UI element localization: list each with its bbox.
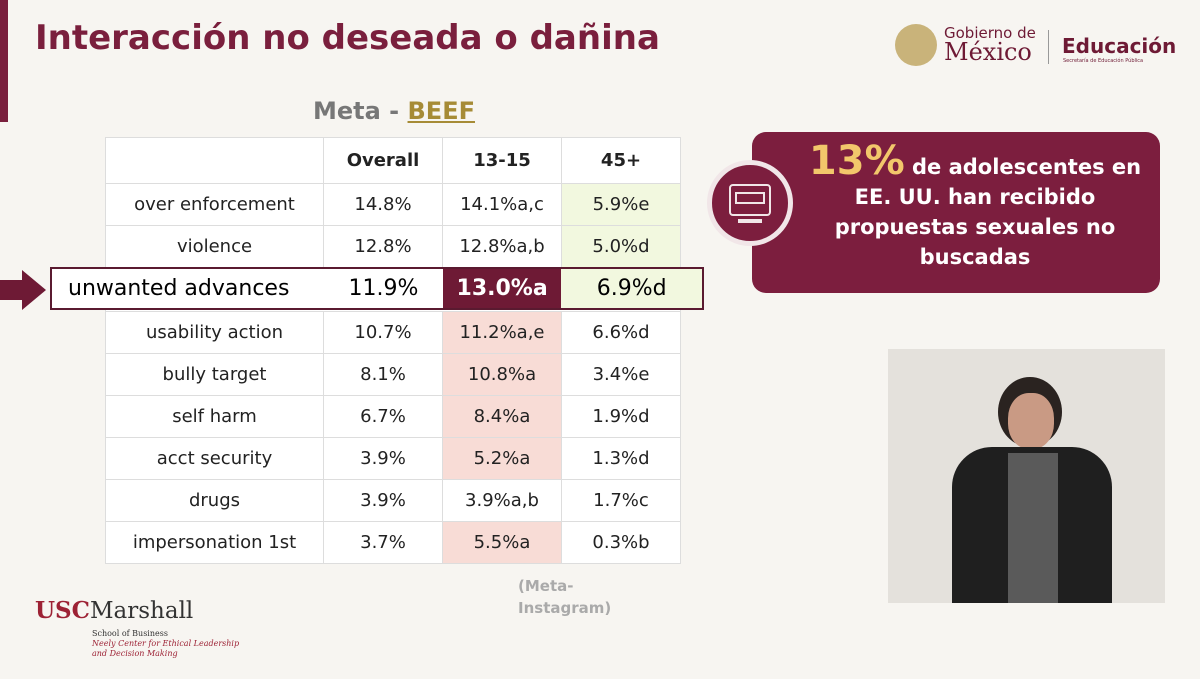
table-cell: self harm: [105, 395, 324, 438]
caption-link: BEEF: [407, 97, 475, 125]
figure-face: [1008, 393, 1054, 449]
table-row: drugs 3.9% 3.9%a,b 1.7%c: [105, 479, 681, 522]
highlight-row: unwanted advances 11.9% 13.0%a 6.9%d: [50, 267, 704, 310]
table-cell: 5.0%d: [561, 225, 681, 268]
table-row: self harm 6.7% 8.4%a 1.9%d: [105, 395, 681, 438]
callout-text: 13% de adolescentes en EE. UU. han recib…: [805, 141, 1145, 272]
table-cell: 14.8%: [323, 183, 443, 226]
table-cell: violence: [105, 225, 324, 268]
table-cell: 8.1%: [323, 353, 443, 396]
logo-text: School of Business: [92, 629, 168, 638]
table-row: acct security 3.9% 5.2%a 1.3%d: [105, 437, 681, 480]
table-cell: 11.2%a,e: [442, 311, 562, 354]
table-cell: 5.9%e: [561, 183, 681, 226]
logo-text: Marshall: [89, 598, 194, 624]
table-row: bully target 8.1% 10.8%a 3.4%e: [105, 353, 681, 396]
logo-text: Neely Center for Ethical Leadership: [92, 639, 240, 648]
source-line: Instagram): [518, 599, 612, 617]
logo-text: Gobierno de: [944, 24, 1036, 42]
highlight-cell: 13.0%a: [442, 269, 562, 308]
table-cell: 1.7%c: [561, 479, 681, 522]
usc-logo: USCMarshall: [35, 597, 193, 624]
logo-text: USC: [35, 597, 90, 624]
source-line: (Meta-: [518, 577, 574, 595]
logo-text: Secretaría de Educación Pública: [1063, 58, 1144, 64]
table-cell: 3.7%: [323, 521, 443, 564]
arrow: [0, 270, 46, 310]
table-cell: 0.3%b: [561, 521, 681, 564]
seal: [895, 24, 937, 66]
header-cell: 45+: [561, 137, 681, 184]
table-cell: 3.9%a,b: [442, 479, 562, 522]
video-inset: [888, 349, 1165, 603]
table-cell: 8.4%a: [442, 395, 562, 438]
icon-graphic: [729, 184, 771, 223]
table-cell: 3.9%: [323, 479, 443, 522]
table-cell: bully target: [105, 353, 324, 396]
icon: [707, 160, 793, 246]
table-row: over enforcement 14.8% 14.1%a,c 5.9%e: [105, 183, 681, 226]
caption: Meta - BEEF: [313, 97, 475, 125]
table-cell: 6.7%: [323, 395, 443, 438]
table-cell: acct security: [105, 437, 324, 480]
table-cell: 3.9%: [323, 437, 443, 480]
table-cell: over enforcement: [105, 183, 324, 226]
logo-text: México: [944, 38, 1032, 66]
table-cell: usability action: [105, 311, 324, 354]
logo-text: Educación: [1062, 34, 1177, 58]
usc-sub: School of Business Neely Center for Ethic…: [92, 629, 239, 659]
data-table: Overall 13-15 45+ over enforcement 14.8% 14.1…: [105, 137, 681, 564]
table-cell: 14.1%a,c: [442, 183, 562, 226]
table-row: impersonation 1st 3.7% 5.5%a 0.3%b: [105, 521, 681, 564]
table-cell: 6.6%d: [561, 311, 681, 354]
callout-body: de adolescentes en EE. UU. han recibido …: [834, 155, 1142, 269]
table-cell: 5.5%a: [442, 521, 562, 564]
header-cell: [105, 137, 324, 184]
header-cell: Overall: [323, 137, 443, 184]
callout: [752, 132, 1160, 293]
table-cell: 10.7%: [323, 311, 443, 354]
divider: [1048, 30, 1049, 64]
table-cell: 5.2%a: [442, 437, 562, 480]
header-cell: 13-15: [442, 137, 562, 184]
table-cell: 10.8%a: [442, 353, 562, 396]
figure-shirt: [1008, 453, 1058, 603]
table-cell: 1.3%d: [561, 437, 681, 480]
title: Interacción no deseada o dañina: [35, 18, 660, 58]
caption-prefix: Meta -: [313, 97, 400, 125]
table-cell: 12.8%a,b: [442, 225, 562, 268]
header-row: Overall 13-15 45+: [105, 137, 681, 184]
table-cell: 1.9%d: [561, 395, 681, 438]
accent-bar: [0, 0, 8, 122]
highlight-cell: 6.9%d: [561, 269, 702, 308]
logo-text: and Decision Making: [92, 649, 178, 658]
table-row: violence 12.8% 12.8%a,b 5.0%d: [105, 225, 681, 268]
highlight-cell: 11.9%: [348, 276, 419, 301]
source: (Meta- Instagram): [518, 575, 611, 619]
callout-highlight: 13%: [808, 138, 905, 184]
table-cell: 3.4%e: [561, 353, 681, 396]
highlight-cell: unwanted advances: [68, 276, 290, 301]
table-row: usability action 10.7% 11.2%a,e 6.6%d: [105, 311, 681, 354]
table-cell: 12.8%: [323, 225, 443, 268]
table-cell: drugs: [105, 479, 324, 522]
table-cell: impersonation 1st: [105, 521, 324, 564]
